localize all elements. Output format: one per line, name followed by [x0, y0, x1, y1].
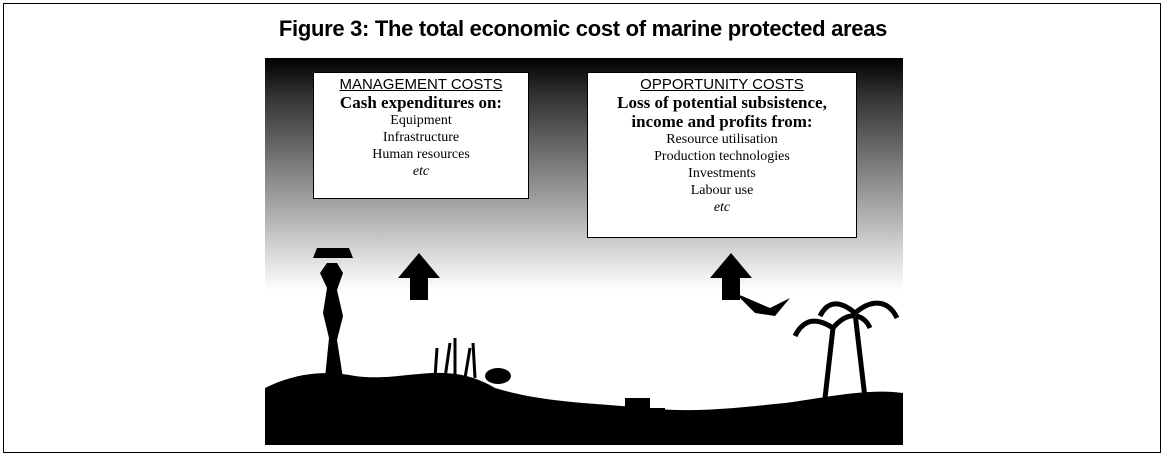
box-subheading: Loss of potential subsistence, income an… — [617, 93, 827, 131]
palms — [792, 300, 900, 399]
box-item: Resource utilisation — [666, 132, 778, 147]
figure-title: Figure 3: The total economic cost of mar… — [278, 16, 888, 41]
box-note: etc — [412, 164, 430, 179]
ground — [265, 372, 903, 445]
scene — [265, 58, 903, 445]
box-item: Investments — [688, 166, 756, 181]
shark — [480, 410, 563, 426]
reeds — [433, 338, 477, 379]
fish — [485, 368, 511, 384]
box-note: etc — [713, 200, 731, 215]
person — [313, 248, 353, 378]
box-heading: MANAGEMENT COSTS — [339, 76, 503, 93]
box-item: Labour use — [690, 183, 754, 198]
box-item: Production technologies — [654, 149, 790, 164]
box-heading: OPPORTUNITY COSTS — [640, 76, 804, 93]
box-item: Equipment — [390, 113, 452, 128]
opportunity-costs-box: OPPORTUNITY COSTS Loss of potential subsi… — [587, 72, 857, 238]
arrow — [710, 253, 752, 300]
arrow — [398, 253, 440, 300]
turtle — [772, 410, 808, 430]
box-subheading: Cash expenditures on: — [339, 93, 503, 112]
eagle — [735, 293, 790, 316]
box-item: Human resources — [372, 147, 470, 162]
box-item: Infrastructure — [382, 130, 460, 145]
management-costs-box: MANAGEMENT COSTS Cash expenditures on: Equ… — [313, 72, 529, 199]
boat — [595, 398, 685, 436]
